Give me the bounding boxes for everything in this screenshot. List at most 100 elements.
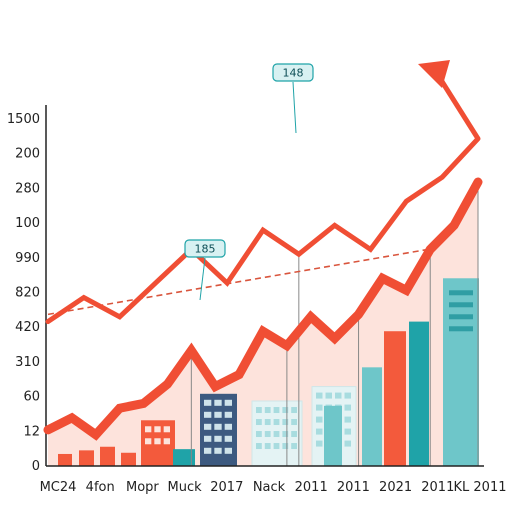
x-tick-label: 2011 — [295, 480, 328, 495]
x-tick-label: 2011 — [337, 480, 370, 495]
building-window — [316, 428, 323, 435]
y-tick-label: 990 — [15, 251, 40, 266]
y-tick-label: 200 — [15, 147, 40, 162]
building-window — [316, 392, 323, 399]
building-bar — [200, 393, 237, 466]
building-window — [214, 435, 222, 442]
building-window — [264, 407, 271, 414]
x-tick-label: 2017 — [210, 480, 243, 495]
x-tick-labels: MC24 4fon Mopr Muck 2017 Nack 2011 2011 2021 2011… — [40, 480, 507, 495]
building-window — [316, 440, 323, 447]
building-window — [224, 399, 232, 406]
callout-label: 148 — [283, 67, 304, 80]
y-tick-label: 280 — [15, 181, 40, 196]
x-tick-label: Muck — [168, 480, 203, 495]
building-window — [344, 404, 351, 411]
callout-box — [184, 239, 226, 258]
building-window — [256, 407, 262, 414]
series-line-upper — [45, 136, 481, 325]
bar — [121, 452, 136, 466]
building-window — [291, 407, 297, 414]
building-window — [204, 423, 212, 430]
building-window — [214, 399, 222, 406]
x-tick-label: 2021 — [379, 480, 412, 495]
x-tick-label: 2011 — [421, 480, 454, 495]
y-tick-label: 420 — [15, 320, 40, 335]
series-line-lower — [43, 177, 483, 441]
building-window — [282, 443, 289, 450]
building-window — [335, 392, 342, 399]
building-window — [344, 428, 351, 435]
callout-label: 185 — [195, 243, 216, 256]
building-window — [145, 426, 152, 433]
building-window — [264, 419, 271, 426]
building-window — [204, 399, 212, 406]
x-tick-label: Mopr — [126, 480, 159, 495]
building-window — [316, 416, 323, 423]
arrow-shaft — [433, 70, 481, 141]
building-window — [224, 423, 232, 430]
building-window — [204, 435, 212, 442]
building-window — [264, 431, 271, 438]
y-tick-label: 12 — [23, 424, 40, 439]
callout-box — [272, 63, 314, 82]
x-tick-label: KL 2011 — [454, 480, 507, 495]
x-tick-label: 4fon — [86, 480, 115, 495]
y-tick-label: 1500 — [7, 112, 40, 127]
callout-leader — [292, 81, 297, 134]
drop-lines — [190, 182, 479, 466]
building-window — [204, 447, 212, 454]
building-window — [344, 416, 351, 423]
building-window — [163, 426, 170, 433]
x-tick-label: Nack — [253, 480, 286, 495]
building-window — [282, 407, 289, 414]
bar — [173, 449, 195, 466]
building-window — [214, 447, 222, 454]
bar — [100, 446, 115, 466]
building-window — [154, 438, 161, 445]
building-window — [273, 431, 280, 438]
building-bar — [324, 405, 342, 466]
line-layer — [43, 60, 483, 441]
trend-line — [47, 248, 429, 316]
building-window — [264, 443, 271, 450]
building-window — [145, 438, 152, 445]
building-window — [344, 392, 351, 399]
building-window — [291, 419, 297, 426]
building-bar — [443, 278, 479, 466]
building-window — [224, 447, 232, 454]
building-window — [291, 431, 297, 438]
building-window — [256, 431, 262, 438]
building-window — [256, 443, 262, 450]
building-window — [214, 423, 222, 430]
building-window — [273, 419, 280, 426]
bar — [79, 450, 94, 466]
bar — [58, 453, 72, 466]
bar-stripe — [449, 290, 473, 296]
y-tick-label: 820 — [15, 286, 40, 301]
building-window — [291, 443, 297, 450]
building-window — [204, 411, 212, 418]
building-window — [154, 426, 161, 433]
building-window — [163, 438, 170, 445]
bar — [362, 367, 382, 466]
y-tick-label: 100 — [15, 216, 40, 231]
y-tick-label: 60 — [23, 390, 40, 405]
building-window — [316, 404, 323, 411]
y-tick-labels: 0 12 60 310 420 820 990 100 280 200 1500 — [7, 112, 40, 474]
building-window — [256, 419, 262, 426]
bar-stripe — [449, 314, 473, 320]
building-window — [224, 411, 232, 418]
building-window — [282, 431, 289, 438]
building-window — [224, 435, 232, 442]
bar-stripe — [449, 302, 473, 308]
callout-layer: 148 185 — [184, 63, 314, 301]
y-tick-label: 310 — [15, 355, 40, 370]
building-window — [282, 419, 289, 426]
building-window — [273, 407, 280, 414]
bar — [384, 331, 406, 466]
axes — [45, 105, 484, 467]
building-window — [273, 443, 280, 450]
building-window — [214, 411, 222, 418]
